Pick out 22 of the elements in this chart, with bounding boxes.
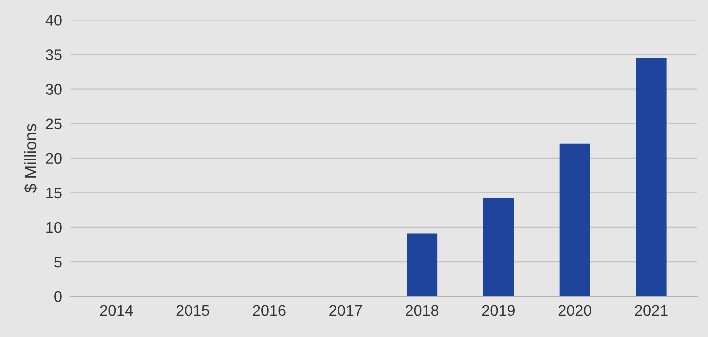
y-tick-label: 35 <box>46 50 62 60</box>
bar <box>407 234 438 297</box>
x-tick-label: 2015 <box>176 305 210 316</box>
x-tick-label: 2020 <box>558 305 592 316</box>
x-tick-label: 2016 <box>253 305 286 316</box>
y-tick-label: 40 <box>46 15 62 26</box>
x-tick-label: 2014 <box>100 305 134 316</box>
bar <box>483 198 514 297</box>
y-tick-label: 10 <box>46 222 62 234</box>
x-tick-label: 2018 <box>406 305 439 316</box>
y-axis-title: $ Millions <box>24 124 38 193</box>
y-tick-label: 20 <box>46 153 62 164</box>
x-tick-label: 2019 <box>482 305 515 316</box>
bar <box>560 144 590 297</box>
bar <box>636 58 667 297</box>
y-tick-label: 25 <box>46 118 62 130</box>
x-tick-label: 2017 <box>330 305 362 316</box>
y-tick-label: 0 <box>54 291 62 302</box>
y-tick-label: 30 <box>46 84 62 95</box>
y-tick-label: 5 <box>54 257 62 268</box>
x-tick-label: 2021 <box>635 305 668 316</box>
y-tick-label: 15 <box>46 188 62 199</box>
